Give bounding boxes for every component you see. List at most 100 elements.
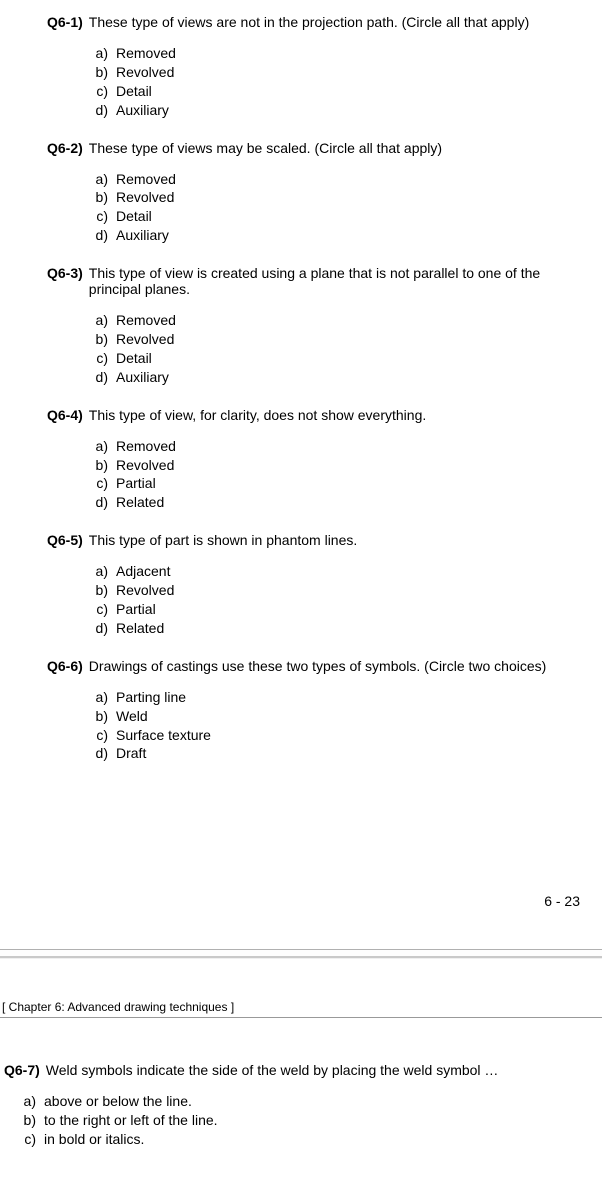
option-item: a)Adjacent	[86, 562, 586, 581]
page-2: Q6-7) Weld symbols indicate the side of …	[0, 1018, 602, 1189]
option-text: Removed	[116, 44, 176, 63]
question-block: Q6-3) This type of view is created using…	[52, 265, 586, 387]
question-number: Q6-3)	[47, 265, 83, 281]
page-1: Q6-1) These type of views are not in the…	[0, 0, 602, 909]
option-text: Removed	[116, 437, 176, 456]
option-item: c) Detail	[86, 349, 586, 368]
question-text: This type of view, for clarity, does not…	[89, 407, 586, 423]
option-text: Auxiliary	[116, 368, 169, 387]
option-letter: d)	[86, 226, 108, 245]
option-text: Partial	[116, 474, 156, 493]
option-text: Parting line	[116, 688, 186, 707]
option-item: d) Related	[86, 493, 586, 512]
option-letter: b)	[86, 188, 108, 207]
option-letter: a)	[86, 562, 108, 581]
option-text: Related	[116, 619, 164, 638]
option-text: in bold or italics.	[44, 1130, 144, 1149]
option-letter: b)	[86, 707, 108, 726]
option-item: c)Partial	[86, 600, 586, 619]
options-list: a) Removed b)Revolved c) Partial d) Related	[86, 437, 586, 513]
question-text: This type of part is shown in phantom li…	[89, 532, 586, 548]
option-text: Draft	[116, 744, 146, 763]
option-item: a) Removed	[86, 437, 586, 456]
option-item: b)Revolved	[86, 330, 586, 349]
question-text: Weld symbols indicate the side of the we…	[46, 1062, 586, 1078]
option-text: Revolved	[116, 188, 174, 207]
question-header: Q6-1) These type of views are not in the…	[47, 14, 586, 30]
question-block: Q6-2) These type of views may be scaled.…	[52, 140, 586, 246]
question-header: Q6-2) These type of views may be scaled.…	[47, 140, 586, 156]
chapter-header: [ Chapter 6: Advanced drawing techniques…	[0, 958, 602, 1018]
option-text: Detail	[116, 349, 152, 368]
option-letter: b)	[86, 581, 108, 600]
option-text: Detail	[116, 207, 152, 226]
option-item: d)Auxiliary	[86, 101, 586, 120]
option-letter: d)	[86, 493, 108, 512]
options-list: a)Removed b)Revolved c)Detail d)Auxiliar…	[86, 311, 586, 387]
option-text: Detail	[116, 82, 152, 101]
options-list: a)Parting line b)Weld c)Surface texture …	[86, 688, 586, 764]
option-letter: c)	[86, 600, 108, 619]
option-item: d) Auxiliary	[86, 368, 586, 387]
option-item: a) Parting line	[86, 688, 586, 707]
options-list: a) Removed b)Revolved c) Detail d)Auxiliar…	[86, 44, 586, 120]
question-number: Q6-1)	[47, 14, 83, 30]
option-text: Auxiliary	[116, 101, 169, 120]
page-number: 6 - 23	[52, 893, 586, 909]
option-text: Revolved	[116, 330, 174, 349]
option-text: Related	[116, 493, 164, 512]
option-item: c) in bold or italics.	[14, 1130, 586, 1149]
option-letter: a)	[86, 437, 108, 456]
question-header: Q6-5) This type of part is shown in phan…	[47, 532, 586, 548]
option-text: Revolved	[116, 581, 174, 600]
option-item: c) Surface texture	[86, 726, 586, 745]
question-number: Q6-6)	[47, 658, 83, 674]
option-letter: a)	[86, 44, 108, 63]
option-letter: a)	[14, 1092, 36, 1111]
option-item: c) Partial	[86, 474, 586, 493]
option-item: a) Removed	[86, 170, 586, 189]
option-letter: c)	[86, 474, 108, 493]
option-letter: c)	[86, 82, 108, 101]
question-block: Q6-6) Drawings of castings use these two…	[52, 658, 586, 764]
options-list: a)Adjacent b) Revolved c)Partial d) Relate…	[86, 562, 586, 638]
option-text: Auxiliary	[116, 226, 169, 245]
option-item: b) Revolved	[86, 188, 586, 207]
option-letter: a)	[86, 170, 108, 189]
option-letter: d)	[86, 744, 108, 763]
option-item: b)Revolved	[86, 63, 586, 82]
option-item: b) Revolved	[86, 581, 586, 600]
option-text: Revolved	[116, 456, 174, 475]
question-number: Q6-4)	[47, 407, 83, 423]
option-letter: d)	[86, 368, 108, 387]
question-block: Q6-1) These type of views are not in the…	[52, 14, 586, 120]
option-item: a) Removed	[86, 44, 586, 63]
option-text: Surface texture	[116, 726, 211, 745]
options-list: a) above or below the line. b)to the righ…	[14, 1092, 586, 1149]
option-text: Removed	[116, 170, 176, 189]
option-letter: c)	[86, 207, 108, 226]
option-text: Removed	[116, 311, 176, 330]
option-letter: d)	[86, 619, 108, 638]
question-header: Q6-3) This type of view is created using…	[47, 265, 586, 297]
question-number: Q6-2)	[47, 140, 83, 156]
question-block: Q6-7) Weld symbols indicate the side of …	[4, 1062, 586, 1149]
option-item: a) above or below the line.	[14, 1092, 586, 1111]
option-letter: c)	[86, 349, 108, 368]
option-item: b)Revolved	[86, 456, 586, 475]
option-item: d) Draft	[86, 744, 586, 763]
option-text: Weld	[116, 707, 148, 726]
question-header: Q6-6) Drawings of castings use these two…	[47, 658, 586, 674]
question-text: Drawings of castings use these two types…	[89, 658, 586, 674]
option-letter: b)	[14, 1111, 36, 1130]
option-text: above or below the line.	[44, 1092, 192, 1111]
option-text: Revolved	[116, 63, 174, 82]
option-letter: c)	[14, 1130, 36, 1149]
option-letter: a)	[86, 688, 108, 707]
option-item: c) Detail	[86, 82, 586, 101]
question-header: Q6-7) Weld symbols indicate the side of …	[4, 1062, 586, 1078]
option-letter: c)	[86, 726, 108, 745]
option-item: d) Related	[86, 619, 586, 638]
option-item: b)to the right or left of the line.	[14, 1111, 586, 1130]
option-item: c) Detail	[86, 207, 586, 226]
